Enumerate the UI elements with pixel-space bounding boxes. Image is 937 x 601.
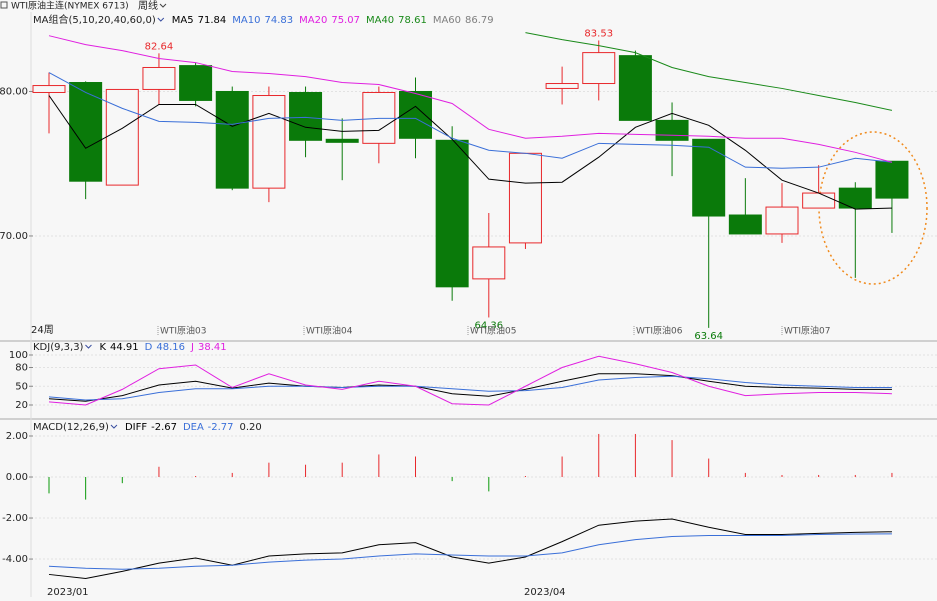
legend-entry: MA20 75.07 xyxy=(299,15,360,26)
candle-body xyxy=(655,119,689,141)
legend-name: MA40 xyxy=(366,15,394,26)
legend-entry: MA40 78.61 xyxy=(366,15,427,26)
legend-entry: J 38.41 xyxy=(190,342,227,353)
candle-body xyxy=(32,85,66,93)
period-count: 24周 xyxy=(31,324,54,336)
legend-entry: DEA -2.77 xyxy=(183,422,234,433)
contract-label: WTI原油03 xyxy=(160,325,207,337)
candle-body xyxy=(875,160,909,199)
indicator-line xyxy=(48,533,892,570)
indicator-label[interactable]: MA组合(5,10,20,40,60,0) xyxy=(33,13,156,26)
legend-entry: MA10 74.83 xyxy=(232,15,293,26)
period-selector[interactable]: 周线 xyxy=(138,0,158,12)
dropdown-icon xyxy=(85,344,92,349)
legend-value: 74.83 xyxy=(264,15,293,26)
candle-body xyxy=(508,152,542,244)
y-tick-label: 2.00 xyxy=(6,431,28,442)
legend-entry: K 44.91 xyxy=(99,342,138,353)
candle-body xyxy=(802,192,836,209)
candle-body xyxy=(472,246,506,280)
legend-value: -2.67 xyxy=(151,422,177,433)
legend-entry: DIFF -2.67 xyxy=(125,422,177,433)
y-tick-label: 50 xyxy=(15,381,28,392)
candle-body xyxy=(215,90,249,189)
y-tick-label: 20 xyxy=(15,400,28,411)
candle-body xyxy=(618,55,652,121)
dropdown-icon xyxy=(157,17,165,22)
candle-body xyxy=(69,82,103,182)
legend-value: 48.16 xyxy=(156,342,185,353)
candle-body xyxy=(179,65,213,101)
dropdown-icon[interactable] xyxy=(159,3,167,8)
legend-value: 71.84 xyxy=(198,15,227,26)
y-tick-label: -4.00 xyxy=(2,554,28,565)
candle-body xyxy=(728,214,762,235)
indicator-line xyxy=(48,373,892,402)
candle-body xyxy=(838,187,872,209)
legend-value: 78.61 xyxy=(398,15,427,26)
indicator-label[interactable]: MACD(12,26,9) xyxy=(33,422,109,433)
indicator-line xyxy=(48,35,893,163)
indicator-line xyxy=(48,375,892,401)
indicator-line xyxy=(48,72,893,169)
legend-name: DIFF xyxy=(125,422,147,433)
legend-name: MA60 xyxy=(433,15,461,26)
legend-value: 75.07 xyxy=(331,15,360,26)
candle-body xyxy=(289,91,323,141)
candle-body xyxy=(435,139,469,288)
window-icon[interactable] xyxy=(0,1,8,9)
date-label: 2023/04 xyxy=(524,587,566,598)
candle-body xyxy=(325,138,359,143)
contract-label: WTI原油06 xyxy=(636,325,683,337)
legend-entry: D 48.16 xyxy=(145,342,185,353)
legend-name: K xyxy=(99,342,106,353)
contract-label: WTI原油04 xyxy=(306,325,353,337)
legend-name: D xyxy=(145,342,153,353)
candle-body xyxy=(545,83,579,89)
indicator-line xyxy=(48,355,892,406)
candle-body xyxy=(399,90,432,139)
y-tick-label: 70.00 xyxy=(0,231,28,242)
contract-label: WTI原油05 xyxy=(470,325,517,337)
extreme-label: 63.64 xyxy=(694,331,723,342)
legend-name: DEA xyxy=(183,422,204,433)
indicator-line xyxy=(525,32,893,111)
indicator-line xyxy=(48,95,892,210)
candle-body xyxy=(692,138,726,217)
contract-label: WTI原油07 xyxy=(784,325,831,337)
candle-body xyxy=(252,95,286,189)
legend-value: 44.91 xyxy=(110,342,139,353)
legend-value: 38.41 xyxy=(198,342,227,353)
legend-value: 86.79 xyxy=(465,15,494,26)
indicator-line xyxy=(48,518,892,580)
date-label: 2023/01 xyxy=(47,587,89,598)
legend-value: 0.20 xyxy=(240,422,262,433)
extreme-label: 83.53 xyxy=(584,28,613,39)
legend-entry: MA5 71.84 xyxy=(172,15,226,26)
indicator-label[interactable]: KDJ(9,3,3) xyxy=(33,342,84,353)
extreme-label: 82.64 xyxy=(145,41,174,52)
legend-entry: MA60 86.79 xyxy=(433,15,494,26)
candle-body xyxy=(582,52,616,85)
y-tick-label: 100 xyxy=(9,350,28,361)
legend-value: -2.77 xyxy=(208,422,234,433)
legend-name: MA5 xyxy=(172,15,194,26)
candle-body xyxy=(765,206,799,235)
y-tick-label: 0.00 xyxy=(6,472,28,483)
candle-body xyxy=(142,66,176,90)
legend-name: MA20 xyxy=(299,15,327,26)
y-tick-label: 80.00 xyxy=(0,86,28,97)
instrument-title: WTI原油主连(NYMEX 6713) xyxy=(11,0,129,12)
dropdown-icon xyxy=(110,424,118,429)
y-tick-label: 80 xyxy=(15,363,28,374)
extreme-label: 64.36 xyxy=(474,320,503,331)
legend-name: J xyxy=(190,342,194,353)
legend-name: MA10 xyxy=(232,15,260,26)
y-tick-label: -2.00 xyxy=(2,513,28,524)
